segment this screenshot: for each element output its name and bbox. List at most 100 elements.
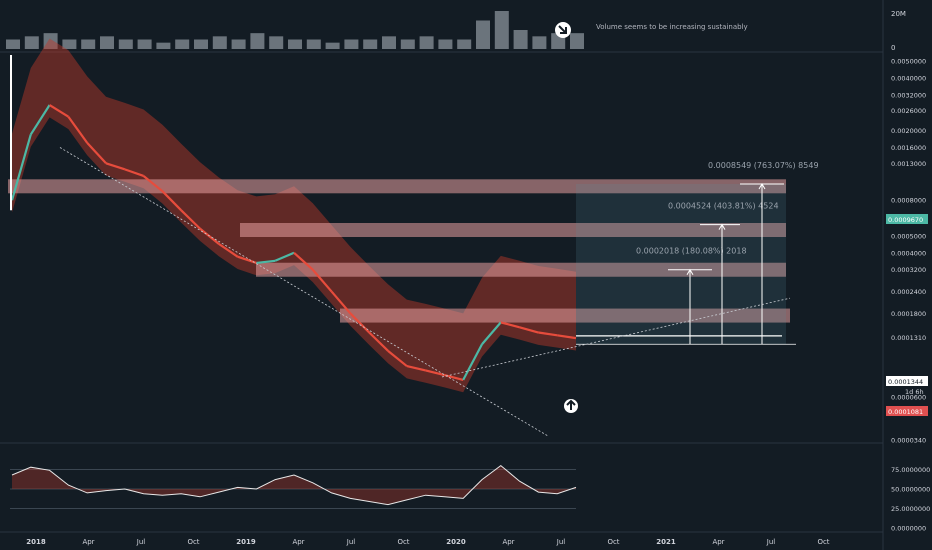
price-tick-label: 0.0013000 — [891, 160, 926, 168]
indicator-axis: 75.0000000 50.0000000 25.0000000 0.0000000 — [891, 466, 930, 533]
price-tick-label: 0.0001800 — [891, 310, 926, 318]
price-tick-label: 0.0008000 — [891, 197, 926, 205]
time-tick-label: 2021 — [656, 538, 676, 546]
price-segment — [29, 104, 51, 136]
volume-bar — [81, 39, 96, 49]
time-axis: 2018 Apr Jul Oct 2019 Apr Jul Oct 2020 Apr Jul Oct 2… — [26, 538, 830, 546]
time-tick-label: 2018 — [26, 538, 46, 546]
target-label: 0.0004524 (403.81%) 4524 — [668, 202, 779, 211]
indicator-tick-label: 50.0000000 — [891, 486, 930, 494]
volume-bar — [419, 36, 434, 49]
down-arrow-glyph — [558, 25, 567, 34]
target-label: 0.0002018 (180.08%) 2018 — [636, 247, 747, 256]
price-segment — [67, 116, 89, 144]
price-segment — [462, 343, 483, 381]
target-price-badge — [886, 214, 928, 224]
volume-bar — [269, 36, 284, 49]
volume-bar — [118, 39, 133, 49]
volume-bar — [6, 39, 20, 49]
price-tick-label: 0.0002400 — [891, 288, 926, 296]
time-tick-label: Apr — [712, 538, 724, 546]
time-tick-label: Oct — [817, 538, 829, 546]
price-segment — [86, 142, 107, 165]
trendlines — [59, 147, 791, 437]
price-tick-label: 0.0001310 — [891, 334, 926, 342]
target-arrow-head — [758, 182, 766, 190]
volume-bar — [137, 39, 152, 49]
volume-scale-bottom: 0 — [891, 44, 895, 52]
support-zones — [8, 179, 790, 323]
price-segment — [142, 175, 164, 193]
support-zone — [240, 223, 786, 238]
volume-bar — [344, 39, 359, 49]
volume-bar — [382, 36, 396, 49]
up-arrow-glyph — [566, 399, 576, 410]
volume-bar — [24, 36, 39, 49]
volume-bar — [476, 20, 490, 49]
price-tick-label: 0.0026000 — [891, 107, 926, 115]
time-tick-label: Apr — [292, 538, 304, 546]
price-tick-label: 0.0040000 — [891, 74, 926, 82]
price-segment — [311, 269, 333, 293]
price-tick-label: 0.0020000 — [891, 127, 926, 135]
support-zone — [256, 262, 786, 277]
volume-bar — [250, 33, 265, 49]
descending-trendline — [59, 147, 549, 437]
volume-note: Volume seems to be increasing sustainabl… — [596, 23, 748, 31]
price-segment — [10, 134, 32, 201]
red-cloud — [12, 38, 576, 393]
support-zone — [340, 308, 790, 323]
time-tick-label: 2020 — [446, 538, 466, 546]
volume-bar — [494, 11, 509, 49]
time-tick-label: 2019 — [236, 538, 256, 546]
price-tick-label: 0.0000600 — [891, 393, 926, 401]
volume-bars — [6, 11, 584, 49]
price-segment — [330, 290, 352, 315]
price-tick-label: 0.0050000 — [891, 57, 926, 65]
target-label: 0.0008549 (763.07%) 8549 — [708, 161, 819, 170]
price-series — [10, 55, 577, 381]
volume-bar — [513, 30, 528, 49]
price-panel: 0.0002018 (180.08%) 2018 0.0004524 (403.8… — [8, 38, 819, 437]
time-tick-label: Oct — [397, 538, 409, 546]
target-arrow-head — [686, 268, 694, 275]
price-segment — [500, 321, 520, 329]
price-segment — [425, 369, 445, 377]
price-tick-label: 0.0005000 — [891, 232, 926, 240]
time-tick-label: Apr — [82, 538, 94, 546]
price-segment — [557, 334, 577, 340]
volume-bar — [532, 36, 547, 49]
price-tick-label: 0.0016000 — [891, 144, 926, 152]
volume-bar — [400, 39, 415, 49]
volume-bar — [306, 39, 321, 49]
stop-price-label: 0.0001081 — [888, 408, 923, 416]
volume-bar — [438, 39, 453, 49]
price-segment — [519, 326, 539, 334]
indicator-tick-label: 75.0000000 — [891, 466, 930, 474]
price-segment — [481, 321, 502, 345]
price-tick-label: 0.0004000 — [891, 249, 926, 257]
price-segment — [105, 162, 126, 171]
target-projection: 0.0002018 (180.08%) 2018 0.0004524 (403.8… — [576, 161, 819, 345]
time-tick-label: Jul — [556, 538, 566, 546]
volume-bar — [457, 39, 472, 49]
volume-bar — [325, 42, 340, 49]
price-segment — [161, 190, 182, 212]
price-segment — [406, 365, 426, 372]
volume-bar — [175, 39, 190, 49]
indicator-panel — [10, 464, 577, 509]
price-segment — [218, 242, 239, 258]
target-arrow-head — [718, 223, 726, 230]
time-tick-label: Oct — [187, 538, 199, 546]
time-tick-label: Jul — [346, 538, 356, 546]
price-segment — [293, 251, 314, 271]
price-segment — [349, 312, 370, 334]
price-segment — [368, 331, 389, 352]
target-price-label: 0.0009670 — [888, 216, 923, 224]
price-segment — [124, 168, 144, 178]
price-segment — [49, 104, 69, 118]
time-tick-label: Jul — [136, 538, 146, 546]
volume-bar — [212, 36, 227, 49]
price-segment — [256, 259, 276, 265]
